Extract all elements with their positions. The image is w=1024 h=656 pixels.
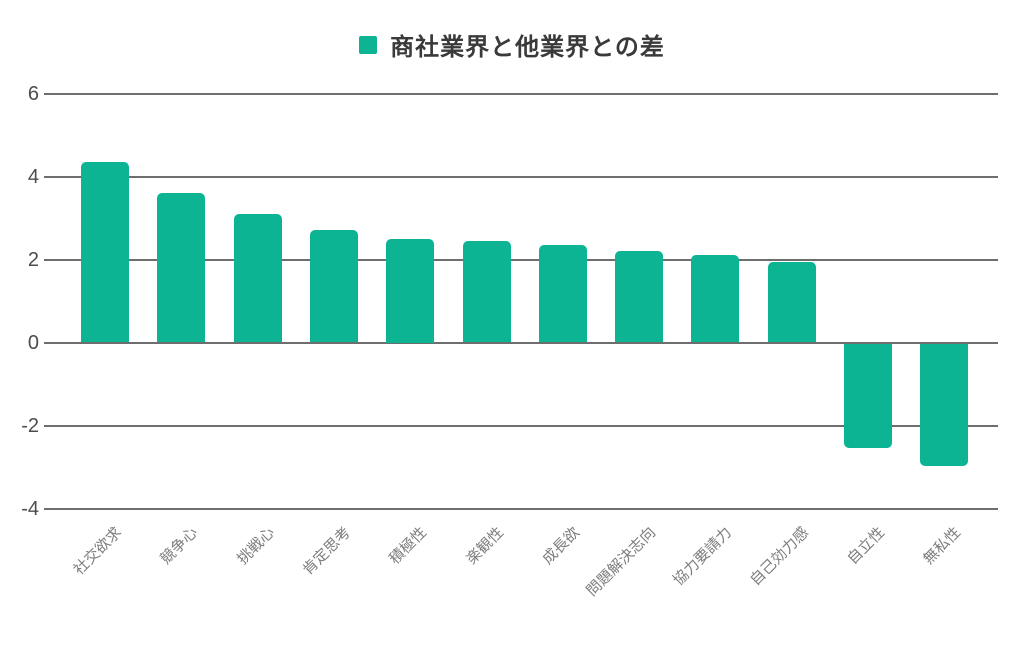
y-axis-tick-label: 6 (27, 82, 39, 105)
y-axis-tick-label: 4 (27, 165, 39, 188)
bar (309, 230, 358, 343)
bar (691, 255, 740, 343)
legend-swatch-icon (359, 35, 378, 54)
y-axis-tick-label: 2 (27, 248, 39, 271)
x-axis-label: 挑戦心 (233, 524, 278, 568)
bar-chart: 商社業界と他業界との差 6 4 2 0 -2 -4 社交欲求 競争心 挑戦心 肯定思考 積極性 楽観性… (0, 27, 1024, 600)
chart-title: 商社業界と他業界との差 (390, 34, 665, 61)
x-axis-label: 自己効力感 (746, 524, 812, 590)
y-axis-tick-label: -2 (21, 414, 39, 437)
x-axis-label: 楽観性 (462, 524, 507, 568)
bar (81, 161, 129, 343)
bar (233, 213, 282, 343)
bar (386, 238, 435, 343)
x-axis-label: 協力要請力 (670, 524, 736, 590)
bar (538, 244, 587, 343)
gridline (44, 341, 998, 344)
x-axis-label: 問題解決志向 (583, 524, 660, 600)
gridline (44, 424, 998, 427)
gridline (44, 258, 998, 261)
x-axis-label: 競争心 (157, 524, 202, 568)
bar (462, 240, 511, 343)
gridline (44, 92, 998, 95)
y-axis-tick-label: -4 (21, 497, 39, 520)
bar (844, 344, 892, 448)
bar (157, 193, 206, 343)
x-axis-label: 無私性 (920, 524, 965, 568)
y-axis-tick-label: 0 (27, 331, 39, 354)
x-axis-label: 肯定思考 (299, 524, 354, 579)
gridline (44, 507, 998, 510)
x-axis-label: 積極性 (386, 524, 431, 568)
x-axis-label: 自立性 (844, 524, 889, 568)
chart-legend: 商社業界と他業界との差 (0, 27, 1024, 62)
x-axis-label: 社交欲求 (70, 524, 126, 579)
x-axis-label: 成長欲 (538, 524, 583, 568)
bar (767, 261, 816, 343)
bar (920, 344, 969, 467)
bar (615, 251, 664, 343)
gridline (44, 175, 998, 178)
